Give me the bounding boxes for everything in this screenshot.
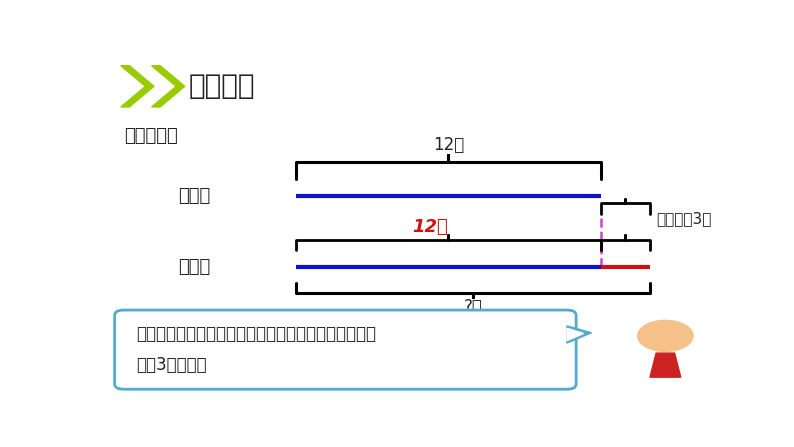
Polygon shape <box>152 66 185 107</box>
Text: 12面: 12面 <box>433 136 464 154</box>
Circle shape <box>638 320 693 351</box>
Text: ?面: ?面 <box>464 298 483 316</box>
Polygon shape <box>650 353 680 377</box>
Text: 12面: 12面 <box>412 219 448 236</box>
Text: 画线段图：: 画线段图： <box>124 127 178 145</box>
Polygon shape <box>567 328 584 341</box>
Text: 二班：: 二班： <box>178 258 210 276</box>
Text: 一看就知道求二班的小红旗就是要把和一班同样多的与: 一看就知道求二班的小红旗就是要把和一班同样多的与 <box>137 325 376 343</box>
Polygon shape <box>121 66 154 107</box>
FancyBboxPatch shape <box>114 310 576 389</box>
Text: 一班：: 一班： <box>178 187 210 206</box>
Text: 新知探究: 新知探究 <box>188 72 255 100</box>
Text: 比一班多3面: 比一班多3面 <box>656 211 711 226</box>
Text: 多的3面合起来: 多的3面合起来 <box>137 356 206 374</box>
Polygon shape <box>567 326 592 343</box>
